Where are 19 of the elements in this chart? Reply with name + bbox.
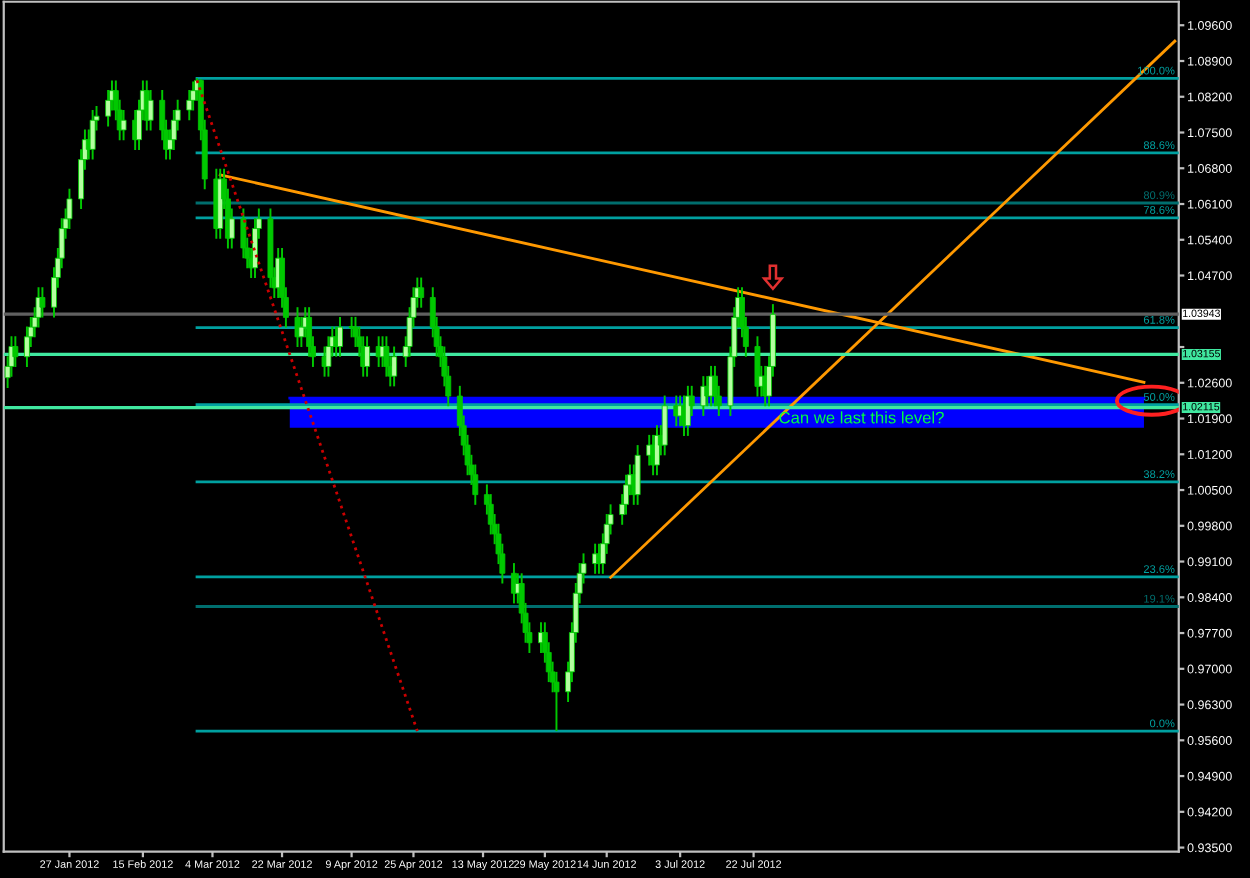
candlestick: [66, 187, 73, 231]
candlestick: [252, 217, 258, 280]
candlestick: [472, 463, 479, 506]
candlestick: [337, 315, 343, 358]
annotation: Can we last this level?: [779, 411, 944, 424]
candlestick: [634, 444, 641, 506]
candlestick: [684, 384, 691, 437]
candlestick: [186, 89, 193, 122]
candlestick: [298, 315, 305, 348]
candlestick: [391, 345, 398, 388]
candlestick: [325, 335, 332, 378]
candlestick: [24, 325, 30, 368]
candlestick: [364, 335, 370, 378]
candlestick: [754, 335, 761, 398]
candlestick: [712, 364, 718, 408]
candlestick: [294, 306, 301, 348]
candlestick: [240, 207, 247, 260]
candlestick: [383, 335, 390, 378]
candlestick: [553, 670, 560, 733]
